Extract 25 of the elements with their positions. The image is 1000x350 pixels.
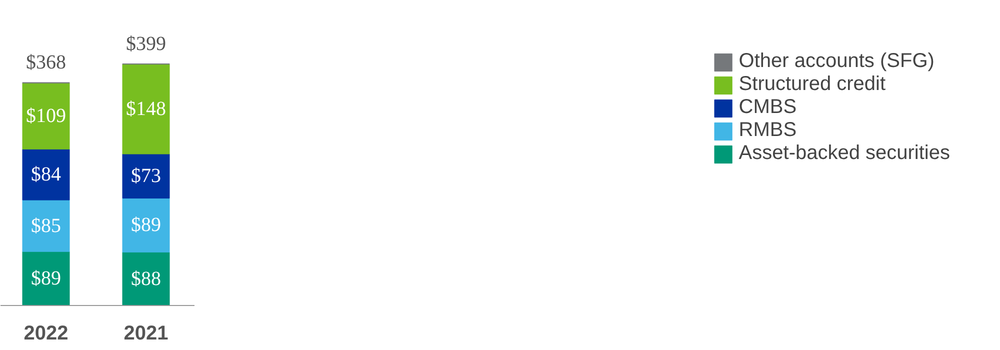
legend-label: Structured credit	[738, 73, 886, 96]
bar	[122, 154, 170, 198]
data-label: $88	[131, 268, 161, 290]
data-label: $85	[31, 214, 61, 237]
x-tick-label: 2021	[124, 322, 168, 344]
bar	[122, 198, 170, 252]
bar	[22, 251, 70, 306]
legend-label: RMBS	[738, 119, 797, 142]
bar	[22, 148, 70, 200]
bar	[22, 200, 70, 252]
data-label: $84	[31, 164, 61, 186]
bar	[122, 252, 170, 306]
data-label: $109	[26, 105, 66, 128]
data-label: $148	[126, 98, 166, 120]
legend-label: Other accounts (SFG)	[738, 50, 934, 73]
total-label: $368	[26, 52, 66, 74]
legend-label: CMBS	[738, 96, 797, 119]
bar	[122, 64, 170, 154]
data-label: $89	[31, 268, 61, 290]
legend-label: Asset-backed securities	[738, 142, 950, 165]
x-tick-label: 2022	[24, 322, 68, 344]
total-label: $399	[126, 32, 166, 55]
bar	[22, 82, 70, 150]
data-label: $89	[131, 214, 161, 236]
data-label: $73	[131, 165, 161, 188]
